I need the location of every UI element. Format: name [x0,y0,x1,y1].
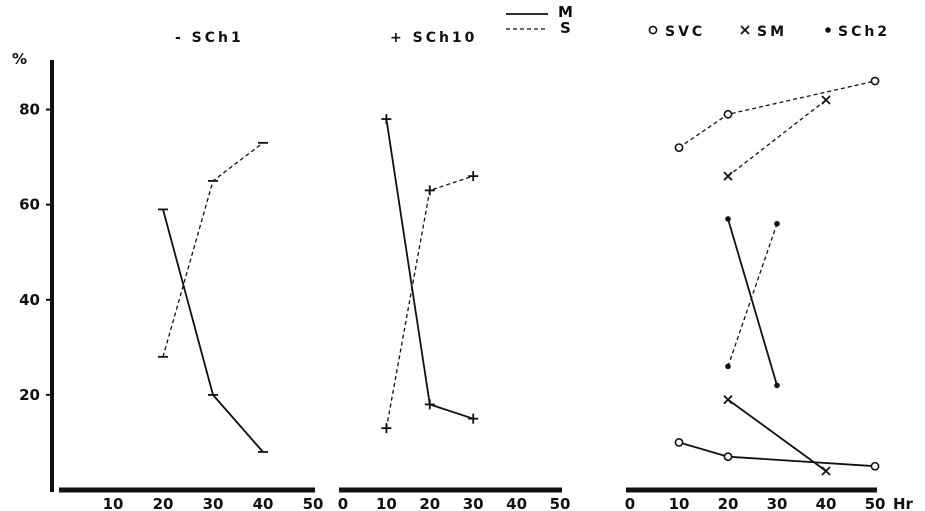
panel-3-series-3-point-0 [724,396,732,404]
panel-2-x-tick-label-4: 40 [506,495,527,511]
panel-1-x-tick-label-4: 50 [303,495,324,511]
panel-2-series-1-point-2 [468,171,478,181]
panel-3-series-0-point-0 [675,144,682,151]
panel-3-x-tick-label-4: 40 [816,495,837,511]
panel-3-x-tick-label-1: 10 [669,495,690,511]
panel-3-x-axis-label: Hr [893,495,914,511]
legend-SM-label: SM [757,24,787,40]
panel-1-x-tick-label-1: 20 [153,495,174,511]
legend-SVC-marker-ring [649,26,656,33]
panel-3-series-1-point-0 [675,439,682,446]
panel-3-series-1-point-1 [724,453,731,460]
panel-1-title: - SCh1 [175,30,244,46]
panel-3-x-tick-label-5: 50 [865,495,886,511]
panel-2-x-tick-label-2: 20 [419,495,440,511]
panel-3-series-4-point-1-fill [774,221,780,227]
panel-3-series-2-line [728,100,826,176]
panel-1-series-1-line [163,143,263,357]
panel-2-series-0-point-1 [425,399,435,409]
panel-2-series-1-line [386,176,473,428]
panel-3-series-4-point-0 [725,364,731,370]
panel-2-x-tick-label-5: 50 [550,495,571,511]
panel-1-x-tick-label-3: 40 [253,495,274,511]
legend-SCh2-marker [825,27,831,33]
panel-3-series-2-point-0 [724,172,732,180]
panel-3-series-5-point-0-fill [725,216,731,222]
panel-3-series-1-point-0-ring [675,439,682,446]
panel-3-series-5-point-0 [725,216,731,222]
legend-SVC-marker [649,26,656,33]
panel-1-y-tick-label-3: 80 [19,101,40,119]
panel-3-series-0-point-1-ring [724,111,731,118]
panel-3-series-0-point-0-ring [675,144,682,151]
panel-1-y-tick-label-0: 20 [19,386,40,404]
panel-3-series-3-point-1 [822,467,830,475]
panel-2-series-1-point-1 [425,185,435,195]
legend-SCh2-marker-fill [825,27,831,33]
panel-1-y-tick-label-1: 40 [19,291,40,309]
panel-3-series-0-line [679,81,875,148]
panel-3-x-tick-label-2: 20 [718,495,739,511]
panel-2-title: + SCh10 [390,30,477,46]
panel-3-series-0-point-1 [724,111,731,118]
panel-3-series-5-point-1 [774,383,780,389]
panel-3-x-tick-label-3: 30 [767,495,788,511]
panel-1-x-tick-label-2: 30 [203,495,224,511]
panel-3-series-1-point-2-ring [871,463,878,470]
legend-SCh2-label: SCh2 [838,24,890,40]
legend-SM-marker [741,26,749,34]
panel-1-y-tick-label-2: 60 [19,196,40,214]
panel-3-series-4-point-1 [774,221,780,227]
panel-1-x-tick-label-0: 10 [103,495,124,511]
legend-SVC-label: SVC [665,24,705,40]
panel-2-series-1-point-0 [381,423,391,433]
panel-3-x-tick-label-0: 0 [625,495,635,511]
line-key-S-label: S [560,19,571,37]
panel-3-series-5-point-1-fill [774,383,780,389]
panel-2-series-0-line [386,119,473,419]
panel-2-series-0-point-0 [381,114,391,124]
panel-3-series-0-point-2-ring [871,77,878,84]
panel-2-series-0-point-2 [468,414,478,424]
panel-2-x-tick-label-0: 0 [338,495,348,511]
panel-3-series-0-point-2 [871,77,878,84]
panel-3-series-1-point-2 [871,463,878,470]
panel-3-series-2-point-1 [822,96,830,104]
panel-3-series-1-line [679,442,875,466]
panel-3-series-4-point-0-fill [725,364,731,370]
panel-2-x-tick-label-1: 10 [376,495,397,511]
panel-2-x-tick-label-3: 30 [463,495,484,511]
panel-1-y-axis-label: % [12,50,27,68]
panel-1-series-0-line [163,209,263,452]
panel-3-series-1-point-1-ring [724,453,731,460]
